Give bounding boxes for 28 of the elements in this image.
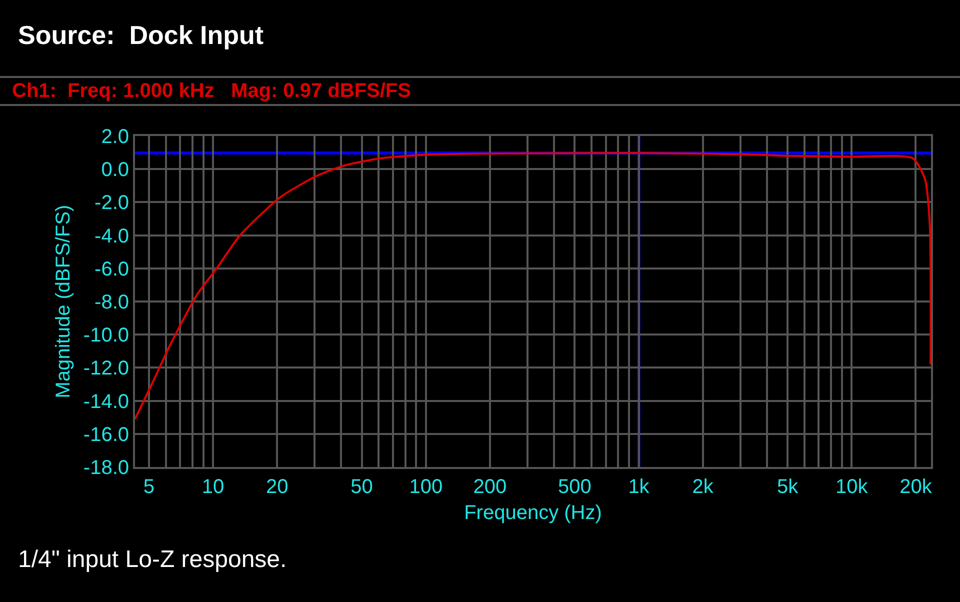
y-axis-title: Magnitude (dBFS/FS) (52, 204, 74, 398)
y-tick-label: -8.0 (94, 292, 129, 314)
x-tick-label: 5 (143, 476, 155, 498)
y-tick-label: -18.0 (83, 457, 129, 479)
y-tick-label: -6.0 (94, 258, 129, 280)
x-tick-label: 2k (692, 476, 714, 498)
x-tick-label: 5k (776, 476, 800, 498)
x-tick-label: 500 (558, 476, 592, 498)
y-tick-label: 0.0 (101, 159, 129, 182)
text: 1/4" input Lo-Z response. (18, 546, 287, 574)
x-axis-title: Frequency (Hz) (464, 502, 602, 524)
chart-title: Source: Dock Input (18, 20, 264, 51)
y-tick-label: 2.0 (101, 126, 129, 148)
x-tick-label: 10 (202, 476, 224, 498)
x-tick-label: 10k (835, 476, 869, 498)
chart-subtitle: Ch1: Freq: 1.000 kHz Mag: 0.97 dBFS/FS (0, 76, 960, 106)
y-tick-label: -10.0 (83, 324, 129, 347)
x-tick-label: 1k (628, 476, 650, 498)
x-tick-label: 20k (900, 476, 933, 498)
y-tick-label: -16.0 (83, 424, 129, 446)
y-tick-label: -14.0 (83, 390, 129, 413)
y-tick-label: -4.0 (94, 225, 129, 248)
x-tick-label: 20 (266, 476, 288, 498)
y-tick-label: -12.0 (83, 358, 129, 380)
x-tick-label: 200 (473, 476, 507, 498)
y-tick-label: -2.0 (94, 192, 129, 214)
x-tick-label: 50 (350, 476, 373, 498)
x-tick-label: 100 (409, 476, 443, 498)
